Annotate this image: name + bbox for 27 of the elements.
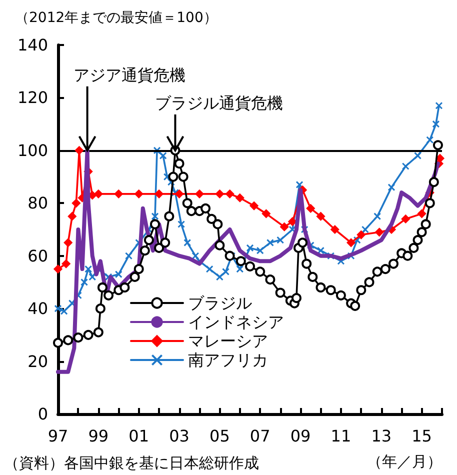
- x-tick-label: 11: [330, 426, 352, 446]
- x-tick-label: 01: [128, 426, 150, 446]
- y-tick-label: 120: [17, 88, 48, 108]
- y-tick-label: 0: [38, 404, 48, 424]
- y-tick-label: 100: [17, 140, 48, 160]
- x-tick-label: 09: [290, 426, 311, 446]
- x-tick-label: 97: [48, 426, 68, 446]
- y-tick-label: 60: [28, 246, 48, 266]
- annotation: ブラジル通貨危機: [155, 93, 284, 112]
- x-tick-label: 07: [250, 426, 270, 446]
- y-tick-label: 140: [17, 36, 48, 54]
- x-tick-label: 13: [371, 426, 392, 446]
- x-tick-label: 05: [210, 426, 230, 446]
- legend-label: ブラジル: [188, 294, 252, 312]
- y-tick-label: 80: [28, 194, 48, 213]
- legend-label: マレーシア: [188, 332, 268, 350]
- annotation: アジア通貨危機: [73, 65, 186, 84]
- legend-label: インドネシア: [188, 312, 284, 332]
- x-tick-label: 99: [88, 426, 109, 446]
- x-axis-title: （年／月）: [367, 452, 442, 470]
- x-tick-label: 03: [169, 426, 190, 446]
- x-tick-label: 15: [412, 426, 432, 446]
- y-tick-label: 40: [28, 299, 48, 318]
- y-tick-label: 20: [28, 352, 48, 371]
- chart-title: （2012年までの最安値＝100）: [15, 10, 218, 26]
- legend-label: 南アフリカ: [188, 350, 268, 370]
- text: （資料）各国中銀を基に日本総研作成: [4, 454, 259, 472]
